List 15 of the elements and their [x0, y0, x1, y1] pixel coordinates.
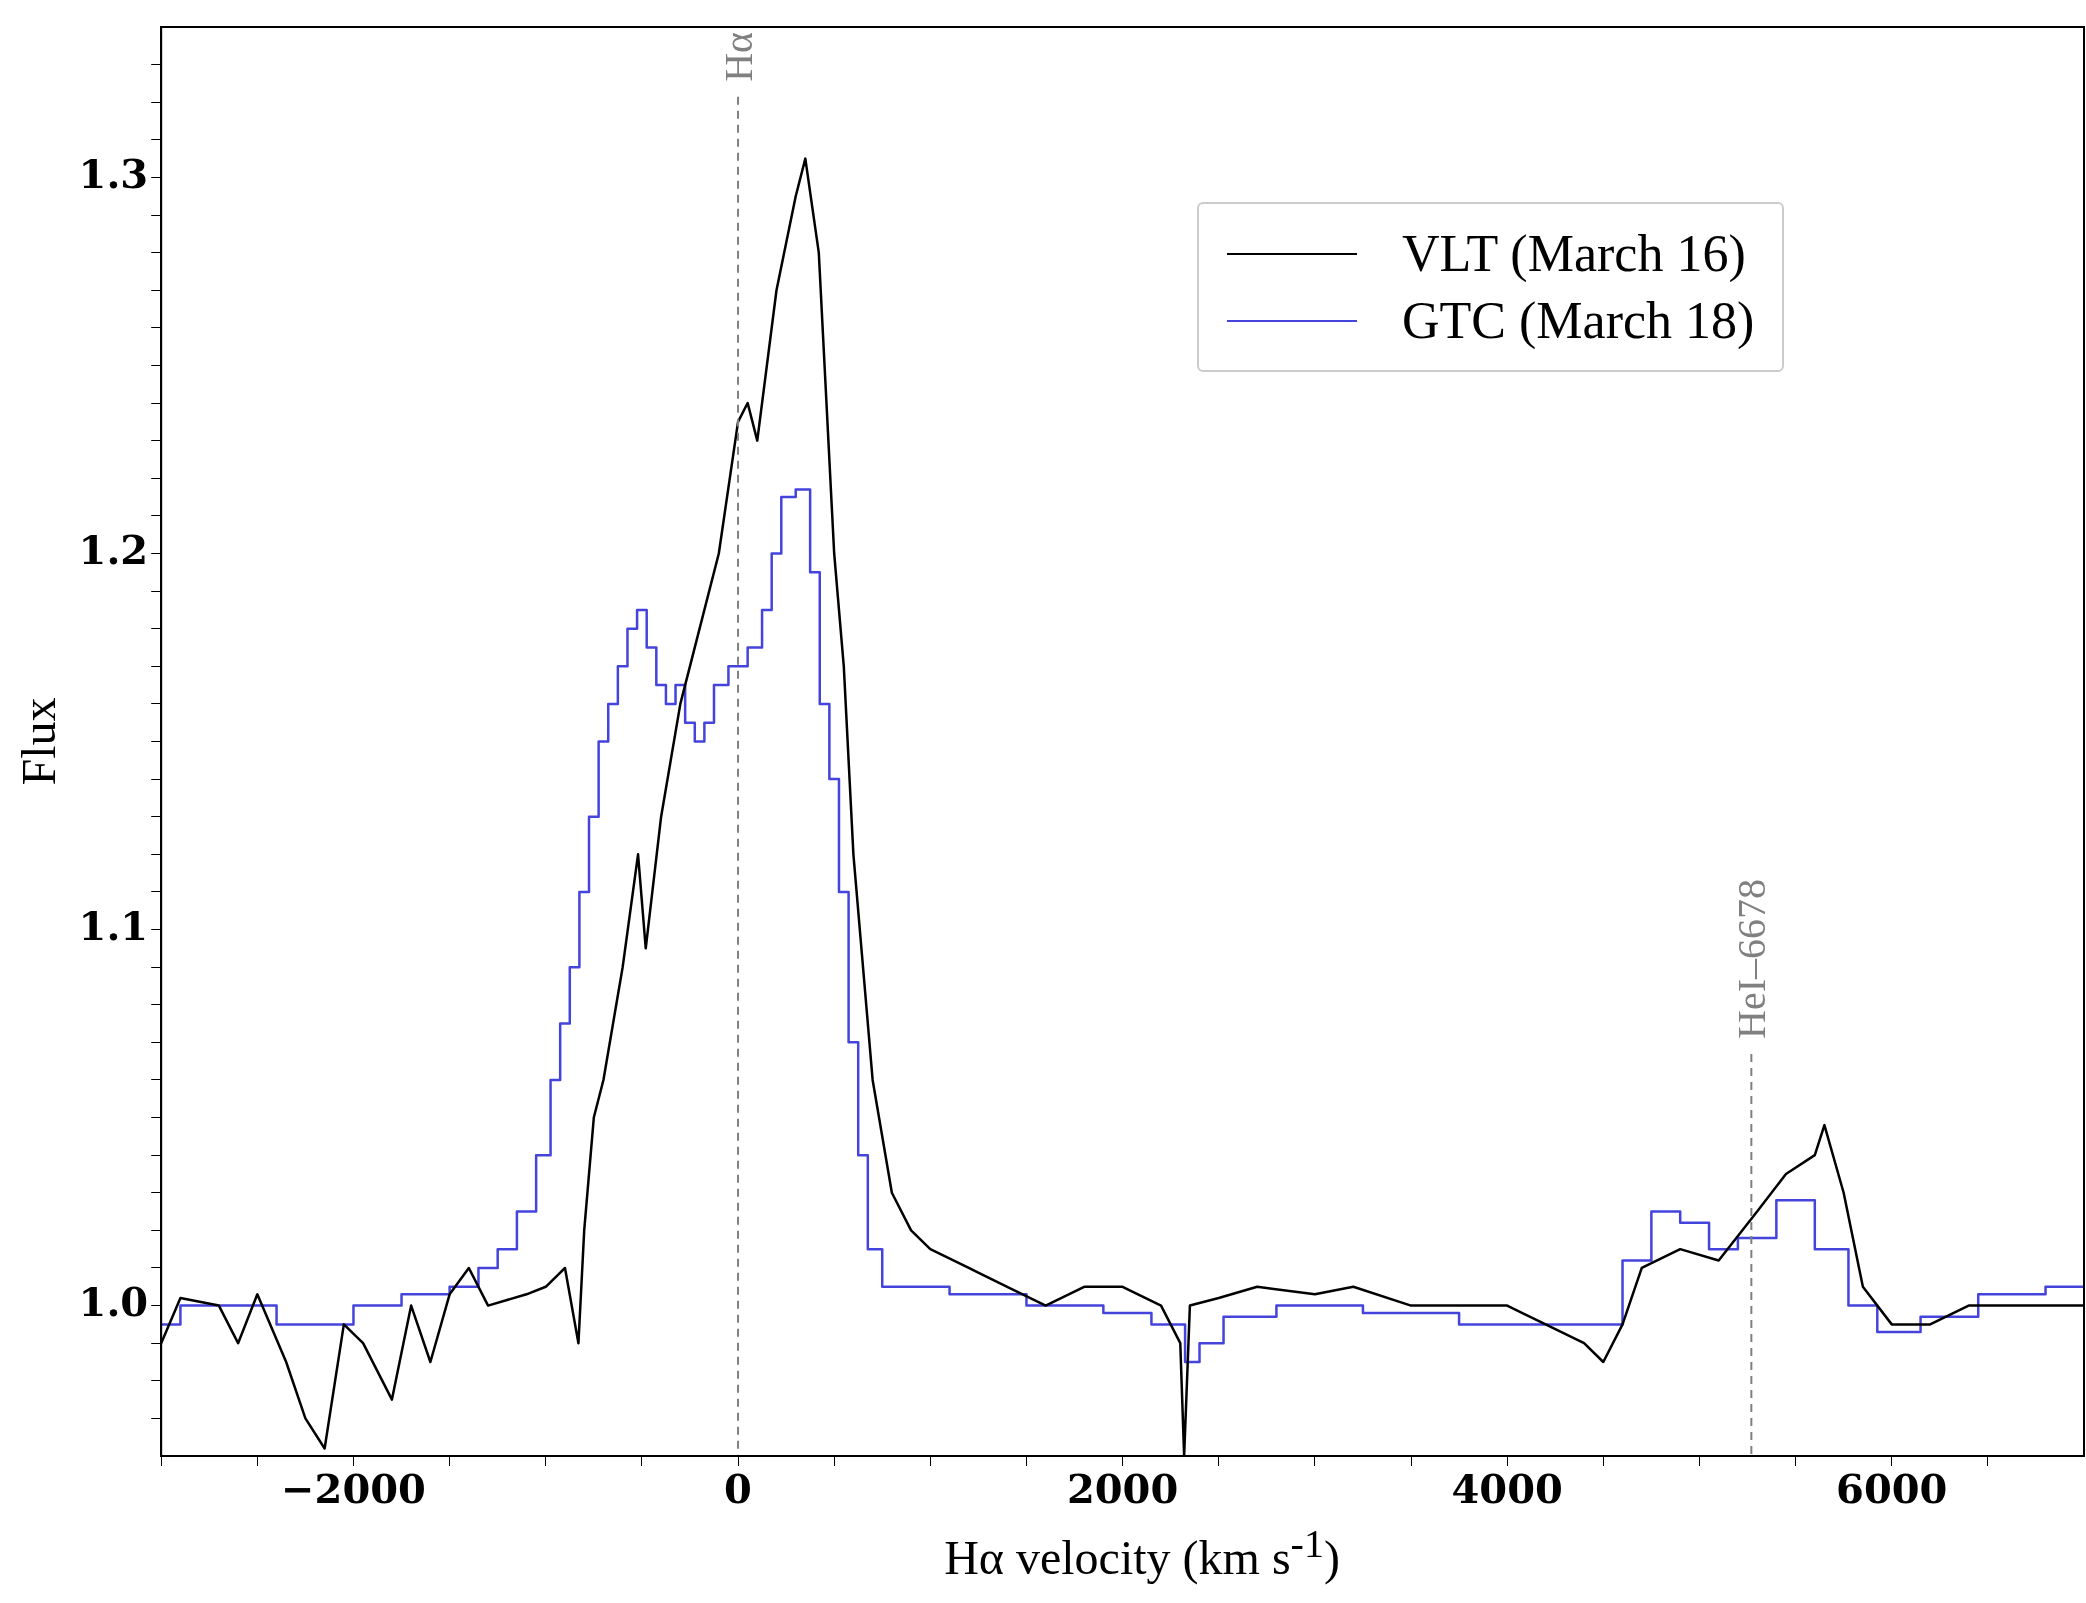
y-axis-title: Flux [12, 697, 66, 786]
y-tick-label: 1.0 [78, 1277, 149, 1325]
ref-line-label: HeI–6678 [1729, 878, 1775, 1039]
legend-label: GTC (March 18) [1402, 291, 1755, 350]
x-tick-label: 4000 [1451, 1465, 1563, 1513]
x-axis-title: Hα velocity (km s$^{-1}$) [943, 1520, 1341, 1585]
legend-label: VLT (March 16) [1402, 224, 1746, 283]
y-tick-label: 1.2 [78, 525, 149, 573]
y-tick-label: 1.1 [78, 901, 149, 949]
x-tick-label: 0 [724, 1465, 752, 1513]
ref-line-label: Hα [716, 31, 762, 82]
x-tick-label: −2000 [281, 1465, 426, 1513]
y-tick-label: 1.3 [78, 149, 149, 197]
x-tick-label: 2000 [1066, 1465, 1179, 1513]
x-tick-label: 6000 [1836, 1465, 1948, 1513]
